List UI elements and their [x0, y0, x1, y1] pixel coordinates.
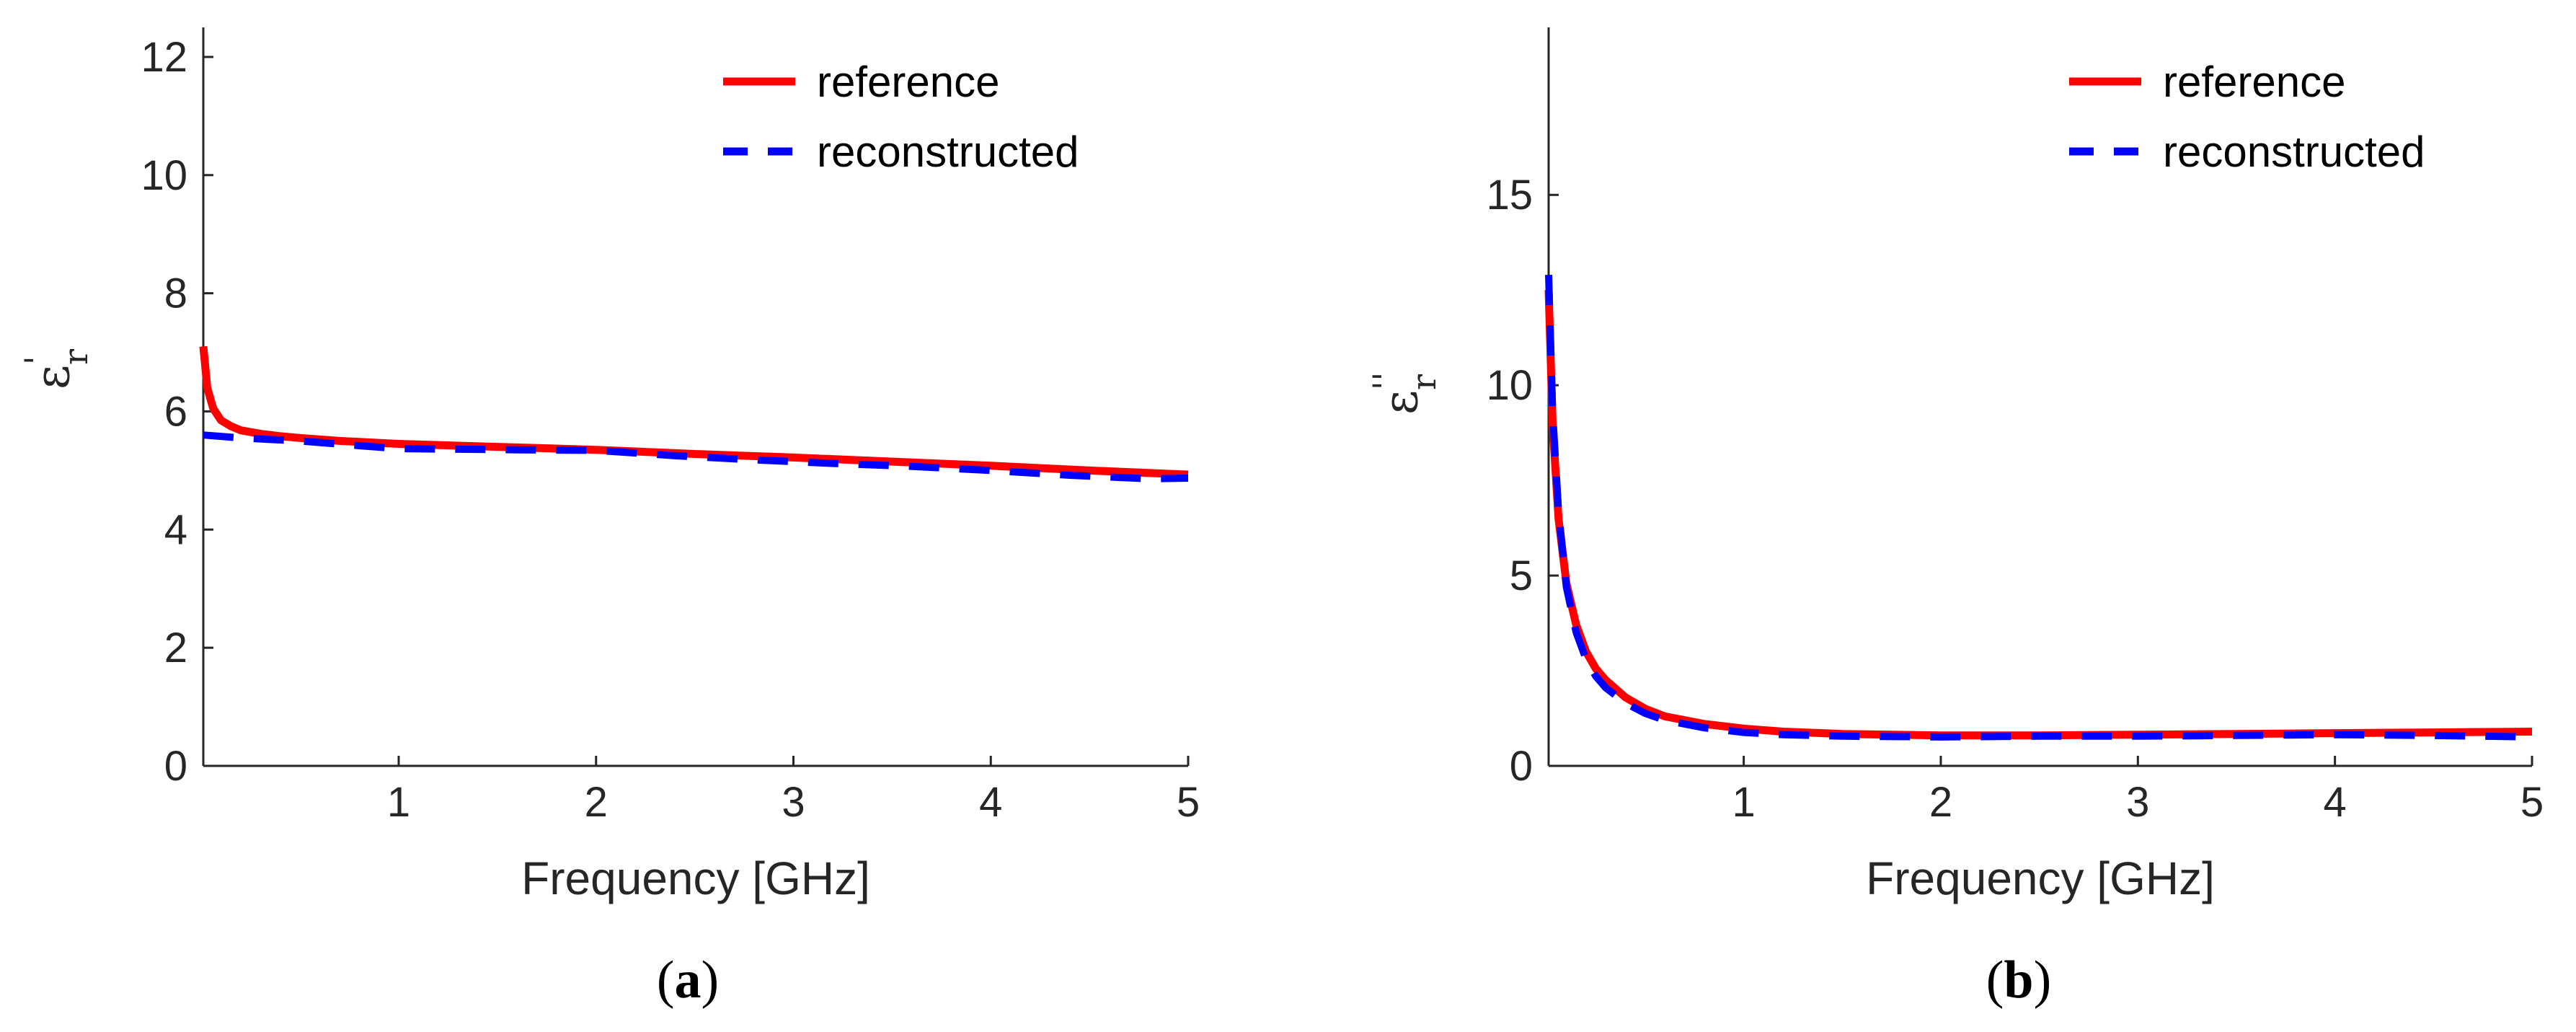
x-axis-label: Frequency [GHz]	[1866, 852, 2215, 904]
y-tick-label: 10	[141, 152, 187, 199]
x-axis-label: Frequency [GHz]	[521, 852, 870, 904]
series-line-reconstructed	[203, 431, 1189, 482]
y-axis-label-symbol: ε	[25, 365, 80, 389]
x-tick-label: 4	[2324, 779, 2347, 826]
series-line-reconstructed	[1545, 274, 2533, 741]
legend-label-reference: reference	[2163, 58, 2345, 106]
y-axis-label-symbol: ε	[1373, 390, 1428, 415]
x-tick-label: 4	[979, 779, 1002, 826]
x-tick-label: 3	[782, 779, 805, 826]
x-tick-label: 2	[585, 779, 608, 826]
x-tick-label: 1	[1732, 779, 1755, 826]
series-line-reference	[1544, 290, 2533, 740]
legend-label-reference: reference	[817, 58, 999, 106]
y-axis-label-superscript: '	[17, 356, 56, 365]
y-tick-label: 0	[164, 743, 187, 790]
y-axis-label: εr''	[1366, 372, 1443, 415]
y-tick-label: 10	[1486, 362, 1533, 409]
panel-label-a: (a)	[657, 951, 719, 1010]
series-line-reference	[199, 345, 1189, 479]
y-tick-label: 2	[164, 625, 187, 671]
legend: reference reconstructed	[2069, 58, 2425, 176]
x-tick-label: 5	[2520, 779, 2544, 826]
y-tick-label: 5	[1510, 552, 1533, 599]
y-tick-label: 8	[164, 270, 187, 317]
panel-label-b: (b)	[1986, 951, 2051, 1010]
y-tick-label: 4	[164, 506, 187, 553]
x-tick-label: 3	[2126, 779, 2149, 826]
x-tick-label: 5	[1177, 779, 1200, 826]
y-tick-label: 15	[1486, 172, 1533, 219]
legend: reference reconstructed	[723, 58, 1079, 176]
legend-label-reconstructed: reconstructed	[817, 128, 1079, 176]
y-tick-label: 12	[141, 34, 187, 81]
y-tick-label: 6	[164, 388, 187, 435]
x-tick-label: 1	[387, 779, 410, 826]
y-tick-label: 0	[1510, 743, 1533, 790]
y-axis-label-subscript: r	[56, 349, 95, 365]
y-axis-label: εr'	[17, 349, 95, 389]
y-axis-label-superscript: ''	[1366, 372, 1404, 390]
y-axis-label-subscript: r	[1404, 374, 1443, 390]
x-tick-label: 2	[1929, 779, 1952, 826]
legend-label-reconstructed: reconstructed	[2163, 128, 2425, 176]
